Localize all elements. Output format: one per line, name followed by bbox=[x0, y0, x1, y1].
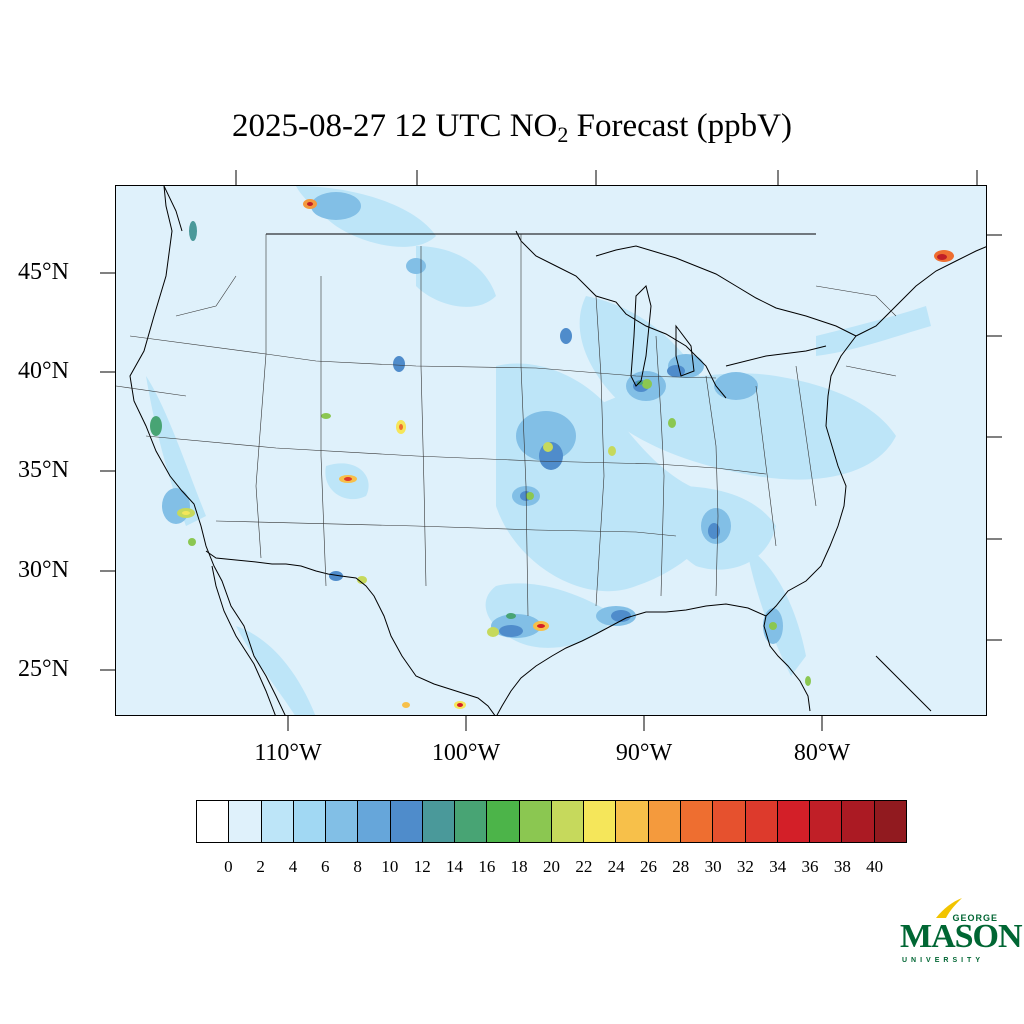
lat-label-35n: 35°N bbox=[18, 457, 69, 483]
colorbar-tick-label: 8 bbox=[353, 857, 362, 876]
map-canvas bbox=[116, 186, 986, 715]
lat-label-30n: 30°N bbox=[18, 557, 69, 583]
colorbar-tick-label: 22 bbox=[575, 857, 593, 876]
colorbar-tick-label: 30 bbox=[704, 857, 722, 876]
colorbar-cell bbox=[745, 801, 778, 842]
gmu-logo: GEORGE MASON UNIVERSITY bbox=[898, 896, 1023, 968]
colorbar-tick-label: 10 bbox=[381, 857, 399, 876]
colorbar-tick-label: 34 bbox=[769, 857, 787, 876]
colorbar-tick-label: 16 bbox=[478, 857, 496, 876]
colorbar-cell bbox=[261, 801, 294, 842]
colorbar-cell bbox=[487, 801, 520, 842]
colorbar-cell bbox=[455, 801, 488, 842]
colorbar-tick-label: 28 bbox=[672, 857, 690, 876]
title-subscript: 2 bbox=[557, 122, 569, 147]
colorbar bbox=[196, 800, 907, 843]
lon-label-110w: 110°W bbox=[254, 740, 322, 766]
colorbar-tick-label: 20 bbox=[543, 857, 560, 876]
lon-label-90w: 90°W bbox=[615, 740, 673, 766]
lat-label-40n: 40°N bbox=[18, 358, 69, 384]
no2-forecast-map bbox=[115, 185, 987, 716]
colorbar-tick-label: 18 bbox=[510, 857, 528, 876]
colorbar-cell bbox=[648, 801, 681, 842]
lat-label-25n: 25°N bbox=[18, 656, 69, 682]
title-suffix: Forecast (ppbV) bbox=[568, 108, 792, 144]
colorbar-cell bbox=[810, 801, 843, 842]
colorbar-tick-label: 6 bbox=[321, 857, 330, 876]
colorbar-tick-label: 0 bbox=[224, 857, 233, 876]
colorbar-tick-label: 4 bbox=[288, 857, 298, 876]
colorbar-tick-label: 2 bbox=[256, 857, 265, 876]
colorbar-cell bbox=[680, 801, 714, 842]
logo-line-george: GEORGE bbox=[952, 913, 998, 923]
colorbar-cell bbox=[584, 801, 617, 842]
colorbar-tick-label: 26 bbox=[639, 857, 657, 876]
logo-line-mason: MASON bbox=[900, 918, 1023, 955]
colorbar-cell bbox=[519, 801, 552, 842]
colorbar-tick-label: 14 bbox=[446, 857, 464, 876]
colorbar-cell bbox=[390, 801, 423, 842]
colorbar-cell bbox=[197, 801, 230, 842]
map-title: 2025-08-27 12 UTC NO2 Forecast (ppbV) bbox=[0, 108, 1024, 148]
coastline-and-borders bbox=[129, 186, 986, 715]
colorbar-cell bbox=[358, 801, 391, 842]
colorbar-tick-label: 36 bbox=[801, 857, 819, 876]
state-boundaries bbox=[116, 234, 897, 617]
title-prefix: 2025-08-27 12 UTC NO bbox=[231, 108, 558, 144]
logo-flame-icon bbox=[936, 898, 962, 918]
colorbar-cell bbox=[422, 801, 456, 842]
colorbar-cell bbox=[551, 801, 585, 842]
hotspot-layer bbox=[150, 199, 954, 709]
colorbar-tick-label: 12 bbox=[413, 857, 431, 876]
colorbar-cell bbox=[874, 801, 906, 842]
colorbar-cell bbox=[842, 801, 875, 842]
colorbar-cell bbox=[326, 801, 359, 842]
colorbar-cell bbox=[777, 801, 811, 842]
colorbar-tick-label: 32 bbox=[736, 857, 754, 876]
lon-label-100w: 100°W bbox=[431, 740, 501, 766]
colorbar-cell bbox=[616, 801, 649, 842]
colorbar-cell bbox=[713, 801, 746, 842]
colorbar-tick-label: 38 bbox=[833, 857, 851, 876]
colorbar-cell bbox=[229, 801, 262, 842]
logo-line-university: UNIVERSITY bbox=[902, 957, 985, 964]
lat-label-45n: 45°N bbox=[18, 259, 69, 285]
colorbar-cell bbox=[293, 801, 327, 842]
lon-label-80w: 80°W bbox=[793, 740, 851, 766]
colorbar-tick-label: 24 bbox=[607, 857, 625, 876]
colorbar-tick-label: 40 bbox=[866, 857, 884, 876]
